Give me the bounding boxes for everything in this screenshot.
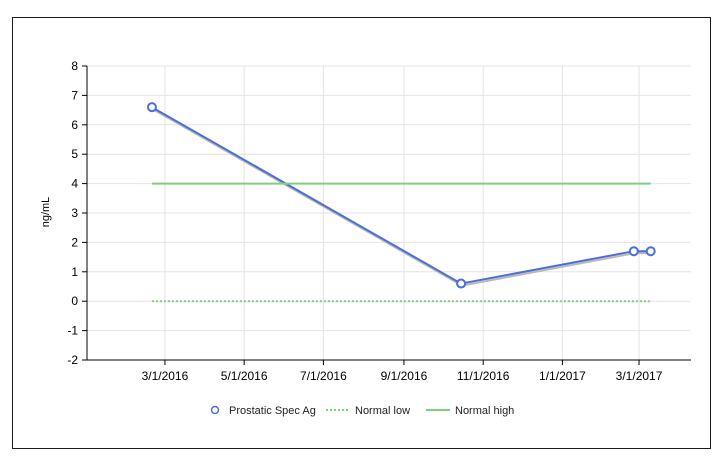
- legend-label-normal-high: Normal high: [455, 405, 514, 417]
- x-tick-label: 11/1/2016: [457, 369, 510, 383]
- prostatic-spec-ag-point[interactable]: [146, 102, 157, 113]
- x-tick-label: 3/1/2017: [616, 369, 663, 383]
- legend-label-normal-low: Normal low: [355, 405, 410, 417]
- series-layer: [146, 102, 656, 303]
- legend-label-prostatic-spec-ag: Prostatic Spec Ag: [229, 405, 316, 417]
- legend-marker-prostatic-spec-ag: [210, 405, 220, 415]
- y-axis-title: ng/mL: [40, 197, 52, 228]
- x-tick-label: 1/1/2017: [539, 369, 586, 383]
- x-tick-label: 7/1/2016: [300, 369, 347, 383]
- prostatic-spec-ag-point[interactable]: [645, 246, 656, 257]
- y-tick-label: 8: [71, 59, 78, 73]
- y-tick-label: 7: [71, 88, 78, 102]
- x-tick-labels: 3/1/2016 5/1/2016 7/1/2016 9/1/2016 11/1/201…: [142, 369, 663, 383]
- y-tick-label: 3: [71, 206, 78, 220]
- prostatic-spec-ag-point[interactable]: [628, 246, 639, 257]
- y-tick-label: 1: [71, 265, 78, 279]
- chart-frame: [12, 17, 711, 449]
- legend: Prostatic Spec Ag Normal low Normal high: [210, 405, 514, 417]
- prostatic-spec-ag-shadow: [152, 108, 652, 287]
- y-tick-label: -2: [67, 353, 78, 367]
- prostatic-spec-ag-line: [151, 106, 651, 285]
- x-tick-label: 3/1/2016: [142, 369, 189, 383]
- y-tick-label: 2: [71, 235, 78, 249]
- y-tick-label: 6: [71, 118, 78, 132]
- y-tick-labels: -2 -1 0 1 2 3 4 5 6 7 8: [67, 59, 78, 367]
- x-tick-label: 5/1/2016: [221, 369, 268, 383]
- y-tick-label: 4: [71, 177, 78, 191]
- y-tick-label: 0: [71, 294, 78, 308]
- x-tick-label: 9/1/2016: [381, 369, 428, 383]
- grid: [87, 65, 691, 360]
- y-tick-label: -1: [67, 324, 78, 338]
- prostatic-spec-ag-point[interactable]: [456, 278, 467, 289]
- axes: [82, 65, 691, 365]
- y-tick-label: 5: [71, 147, 78, 161]
